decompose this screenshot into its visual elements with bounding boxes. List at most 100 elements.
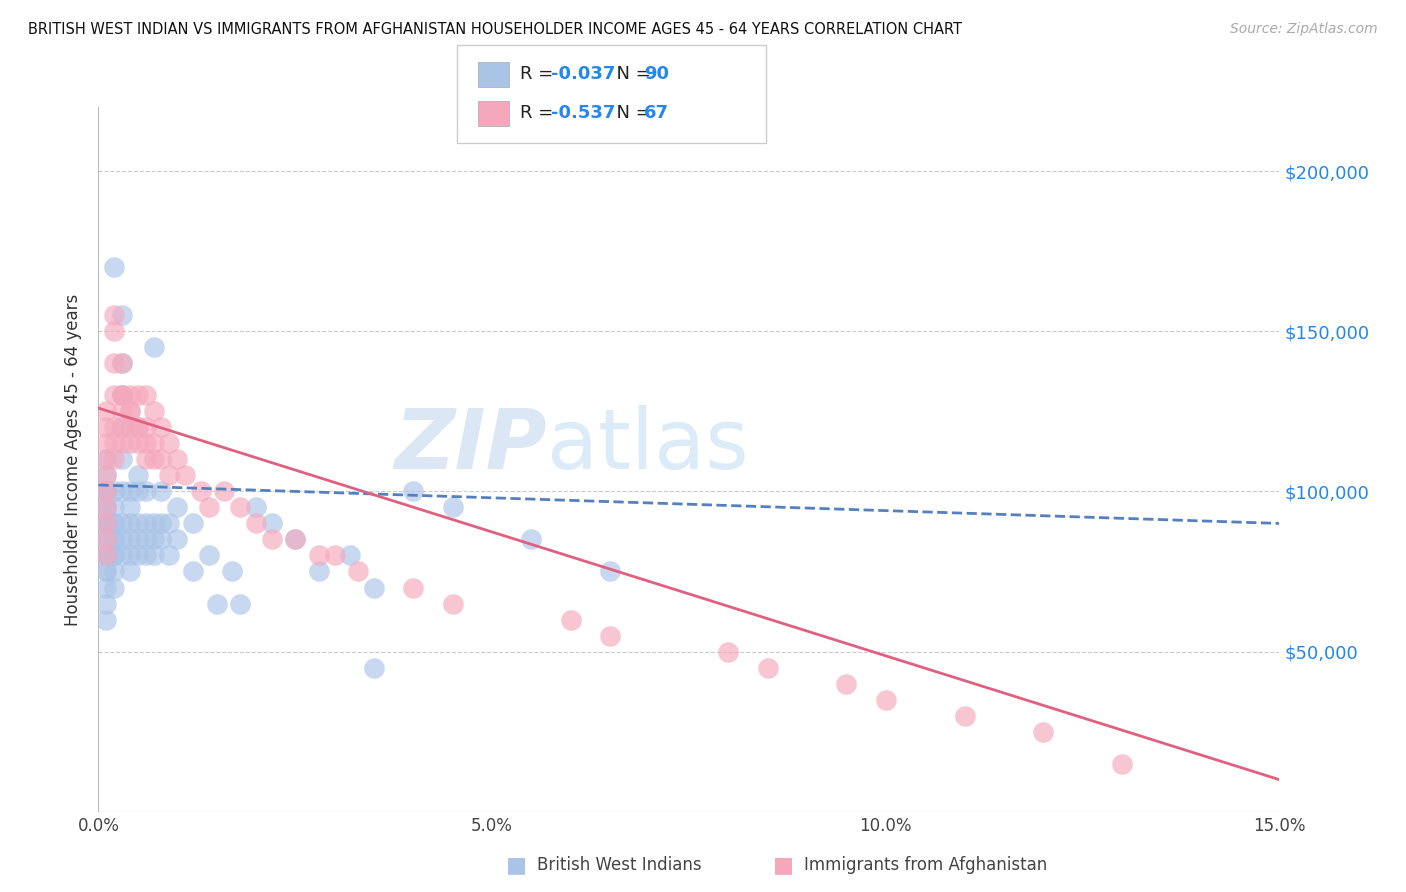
Point <box>96 565 118 579</box>
Point <box>260 533 283 547</box>
Point <box>118 533 141 547</box>
Point <box>96 533 118 547</box>
Point <box>127 436 149 450</box>
Point <box>150 516 173 531</box>
Point <box>127 533 149 547</box>
Point <box>127 468 149 483</box>
Point <box>135 388 157 402</box>
Point <box>96 549 118 563</box>
Point <box>127 420 149 434</box>
Point <box>260 516 283 531</box>
Point <box>520 533 543 547</box>
Point <box>308 565 330 579</box>
Point <box>96 484 118 499</box>
Point <box>111 404 134 418</box>
Point <box>157 516 180 531</box>
Point <box>229 597 252 611</box>
Point <box>560 613 582 627</box>
Point <box>111 516 134 531</box>
Point <box>111 388 134 402</box>
Point <box>111 388 134 402</box>
Point <box>96 581 118 595</box>
Point <box>96 516 118 531</box>
Point <box>308 549 330 563</box>
Text: 67: 67 <box>644 104 669 122</box>
Point <box>157 549 180 563</box>
Point <box>103 500 125 515</box>
Point <box>142 436 165 450</box>
Point <box>214 484 236 499</box>
Point <box>96 549 118 563</box>
Point <box>111 452 134 467</box>
Point <box>96 516 118 531</box>
Point <box>111 356 134 370</box>
Point <box>118 484 141 499</box>
Text: -0.537: -0.537 <box>551 104 616 122</box>
Point <box>118 436 141 450</box>
Point <box>599 565 621 579</box>
Point <box>118 420 141 434</box>
Point <box>127 484 149 499</box>
Point <box>111 308 134 322</box>
Point <box>190 484 212 499</box>
Point <box>103 516 125 531</box>
Point <box>96 549 118 563</box>
Point <box>111 484 134 499</box>
Point <box>96 533 118 547</box>
Point <box>756 660 779 674</box>
Point <box>197 549 219 563</box>
Point <box>127 549 149 563</box>
Point <box>96 516 118 531</box>
Point <box>103 581 125 595</box>
Point <box>363 660 385 674</box>
Point <box>111 533 134 547</box>
Point <box>205 597 228 611</box>
Point <box>103 516 125 531</box>
Point <box>135 436 157 450</box>
Point <box>245 500 267 515</box>
Point <box>150 420 173 434</box>
Point <box>174 468 197 483</box>
Point <box>103 388 125 402</box>
Text: ■: ■ <box>773 855 794 875</box>
Point <box>103 420 125 434</box>
Point <box>96 484 118 499</box>
Text: R =: R = <box>520 65 560 83</box>
Point <box>127 516 149 531</box>
Text: ZIP: ZIP <box>395 405 547 486</box>
Text: ■: ■ <box>506 855 527 875</box>
Point <box>150 484 173 499</box>
Point <box>135 484 157 499</box>
Point <box>103 308 125 322</box>
Point <box>103 533 125 547</box>
Point <box>245 516 267 531</box>
Text: Immigrants from Afghanistan: Immigrants from Afghanistan <box>804 856 1047 874</box>
Point <box>111 420 134 434</box>
Point <box>96 500 118 515</box>
Point <box>103 533 125 547</box>
Point <box>363 581 385 595</box>
Point <box>142 549 165 563</box>
Y-axis label: Householder Income Ages 45 - 64 years: Householder Income Ages 45 - 64 years <box>65 293 83 625</box>
Point <box>103 356 125 370</box>
Point <box>96 516 118 531</box>
Text: N =: N = <box>605 65 657 83</box>
Point <box>142 404 165 418</box>
Point <box>118 516 141 531</box>
Point <box>197 500 219 515</box>
Point <box>135 549 157 563</box>
Point <box>111 356 134 370</box>
Point <box>166 452 188 467</box>
Point <box>284 533 307 547</box>
Point <box>835 676 858 690</box>
Point <box>96 500 118 515</box>
Point <box>96 420 118 434</box>
Point <box>111 436 134 450</box>
Point <box>103 436 125 450</box>
Point <box>96 549 118 563</box>
Point <box>118 549 141 563</box>
Text: BRITISH WEST INDIAN VS IMMIGRANTS FROM AFGHANISTAN HOUSEHOLDER INCOME AGES 45 - : BRITISH WEST INDIAN VS IMMIGRANTS FROM A… <box>28 22 962 37</box>
Point <box>221 565 243 579</box>
Text: 90: 90 <box>644 65 669 83</box>
Point <box>402 484 425 499</box>
